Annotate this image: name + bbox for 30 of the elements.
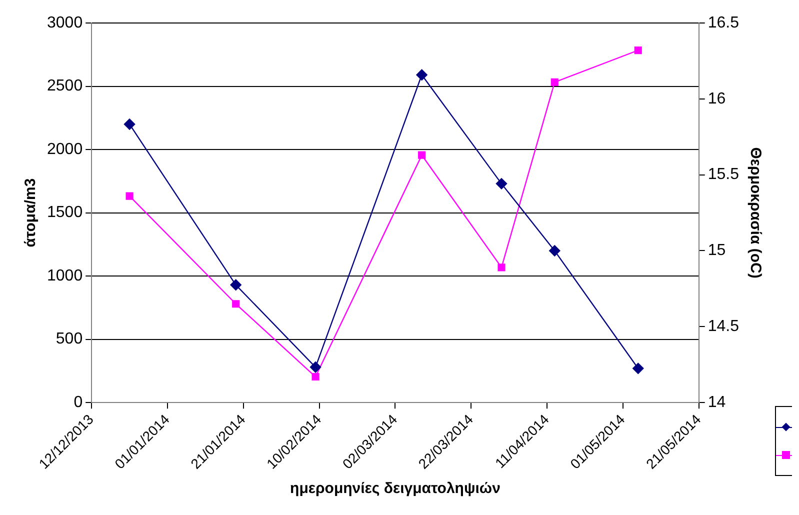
y2-tick-label: 15.5 [708,166,740,184]
point [312,372,320,381]
y2-tick-label: 15 [708,242,726,260]
y-tick-label: 1000 [47,267,83,284]
y2-tick-label: 16.5 [708,14,740,32]
point [549,245,560,256]
point [230,279,242,291]
y2-tick-label: 14 [708,394,726,411]
y2-tick-label: 16 [708,90,726,108]
y-tick-label: 1500 [47,204,83,222]
point [632,362,644,374]
point [416,69,428,80]
point [310,362,322,373]
y-tick-label: 500 [56,330,83,348]
point [634,46,642,54]
y-axis-title: άτομα/m3 [22,178,40,248]
y2-tick-label: 14.5 [708,318,740,336]
point [126,192,134,200]
point [498,264,506,272]
y-tick-label: 3000 [47,14,83,32]
point [418,151,426,159]
point [550,78,558,86]
point [232,300,240,308]
y-tick-label: 0 [74,394,83,411]
y2-axis-title: Θερμοκρασία (oC) [746,147,764,278]
point [124,118,136,130]
x-axis-title: ημερομηνίες δειγματοληψιών [290,480,500,498]
y-tick-label: 2000 [47,140,83,158]
point [496,178,508,190]
y-tick-label: 2500 [47,78,83,95]
